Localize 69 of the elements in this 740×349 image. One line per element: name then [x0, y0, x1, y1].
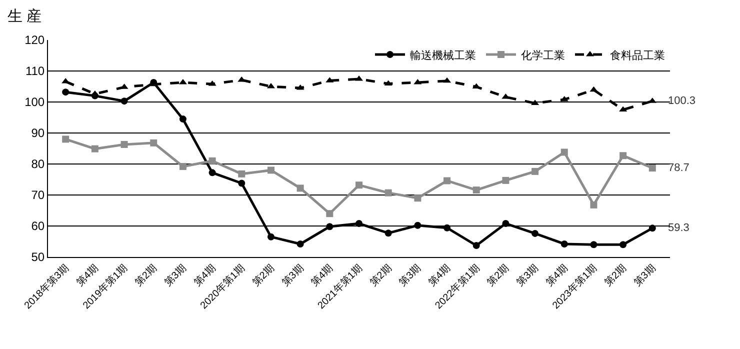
point — [120, 98, 128, 105]
x-tick-label: 第2期 — [132, 262, 160, 289]
x-tick-label: 第2期 — [602, 262, 629, 289]
point — [267, 166, 274, 174]
x-tick-label: 第3期 — [279, 262, 306, 289]
point — [472, 242, 480, 250]
point — [208, 157, 216, 164]
y-tick-label: 80 — [31, 157, 45, 172]
point — [620, 152, 627, 160]
point — [444, 224, 451, 232]
point — [62, 136, 70, 143]
x-tick-label: 第3期 — [396, 262, 424, 289]
point — [62, 88, 70, 96]
point — [384, 189, 392, 196]
x-tick-label: 第3期 — [631, 262, 658, 289]
x-tick-label: 第3期 — [162, 262, 189, 289]
point — [267, 233, 274, 240]
data-label: 59.3 — [668, 222, 690, 234]
legend-label: 化学工業 — [521, 50, 565, 62]
point — [414, 222, 422, 229]
x-tick-label: 第2期 — [484, 262, 512, 289]
point — [179, 116, 186, 123]
point — [326, 223, 334, 230]
point — [356, 182, 362, 189]
point — [532, 230, 539, 237]
y-tick-label: 100 — [24, 95, 45, 110]
point — [384, 230, 392, 237]
point — [356, 220, 362, 228]
point — [414, 78, 422, 84]
point — [648, 164, 656, 172]
point — [238, 170, 246, 178]
y-tick-label: 50 — [31, 250, 45, 264]
point — [590, 241, 598, 248]
point — [560, 240, 568, 248]
point — [414, 194, 422, 202]
legend-label: 輸送機械工業 — [410, 48, 476, 62]
y-tick-label: 120 — [24, 33, 45, 48]
point — [238, 180, 246, 187]
point — [502, 220, 510, 228]
point — [532, 168, 539, 175]
chart-title: 生 産 — [7, 8, 42, 25]
y-tick-label: 110 — [25, 64, 45, 78]
point — [444, 177, 451, 184]
legend-label: 食料品工業 — [610, 48, 665, 62]
point — [590, 86, 598, 92]
point — [620, 241, 627, 248]
y-tick-label: 70 — [31, 188, 45, 202]
x-tick-label: 第3期 — [514, 262, 541, 289]
point — [326, 210, 334, 218]
point — [472, 186, 480, 194]
point — [208, 169, 216, 176]
data-label: 100.3 — [668, 95, 696, 107]
point — [560, 148, 568, 156]
point — [178, 78, 187, 84]
point — [648, 224, 656, 232]
point — [179, 162, 186, 170]
point — [120, 140, 128, 148]
y-tick-label: 90 — [31, 126, 45, 140]
point — [238, 76, 246, 82]
y-tick-label: 60 — [31, 219, 45, 234]
x-tick-label: 第2期 — [367, 262, 394, 289]
x-tick-label: 第2期 — [250, 262, 277, 289]
point — [296, 240, 304, 248]
point — [91, 145, 98, 152]
point — [150, 139, 158, 146]
point — [296, 184, 304, 192]
data-label: 78.7 — [668, 162, 690, 174]
point — [502, 176, 510, 184]
point — [590, 201, 598, 208]
